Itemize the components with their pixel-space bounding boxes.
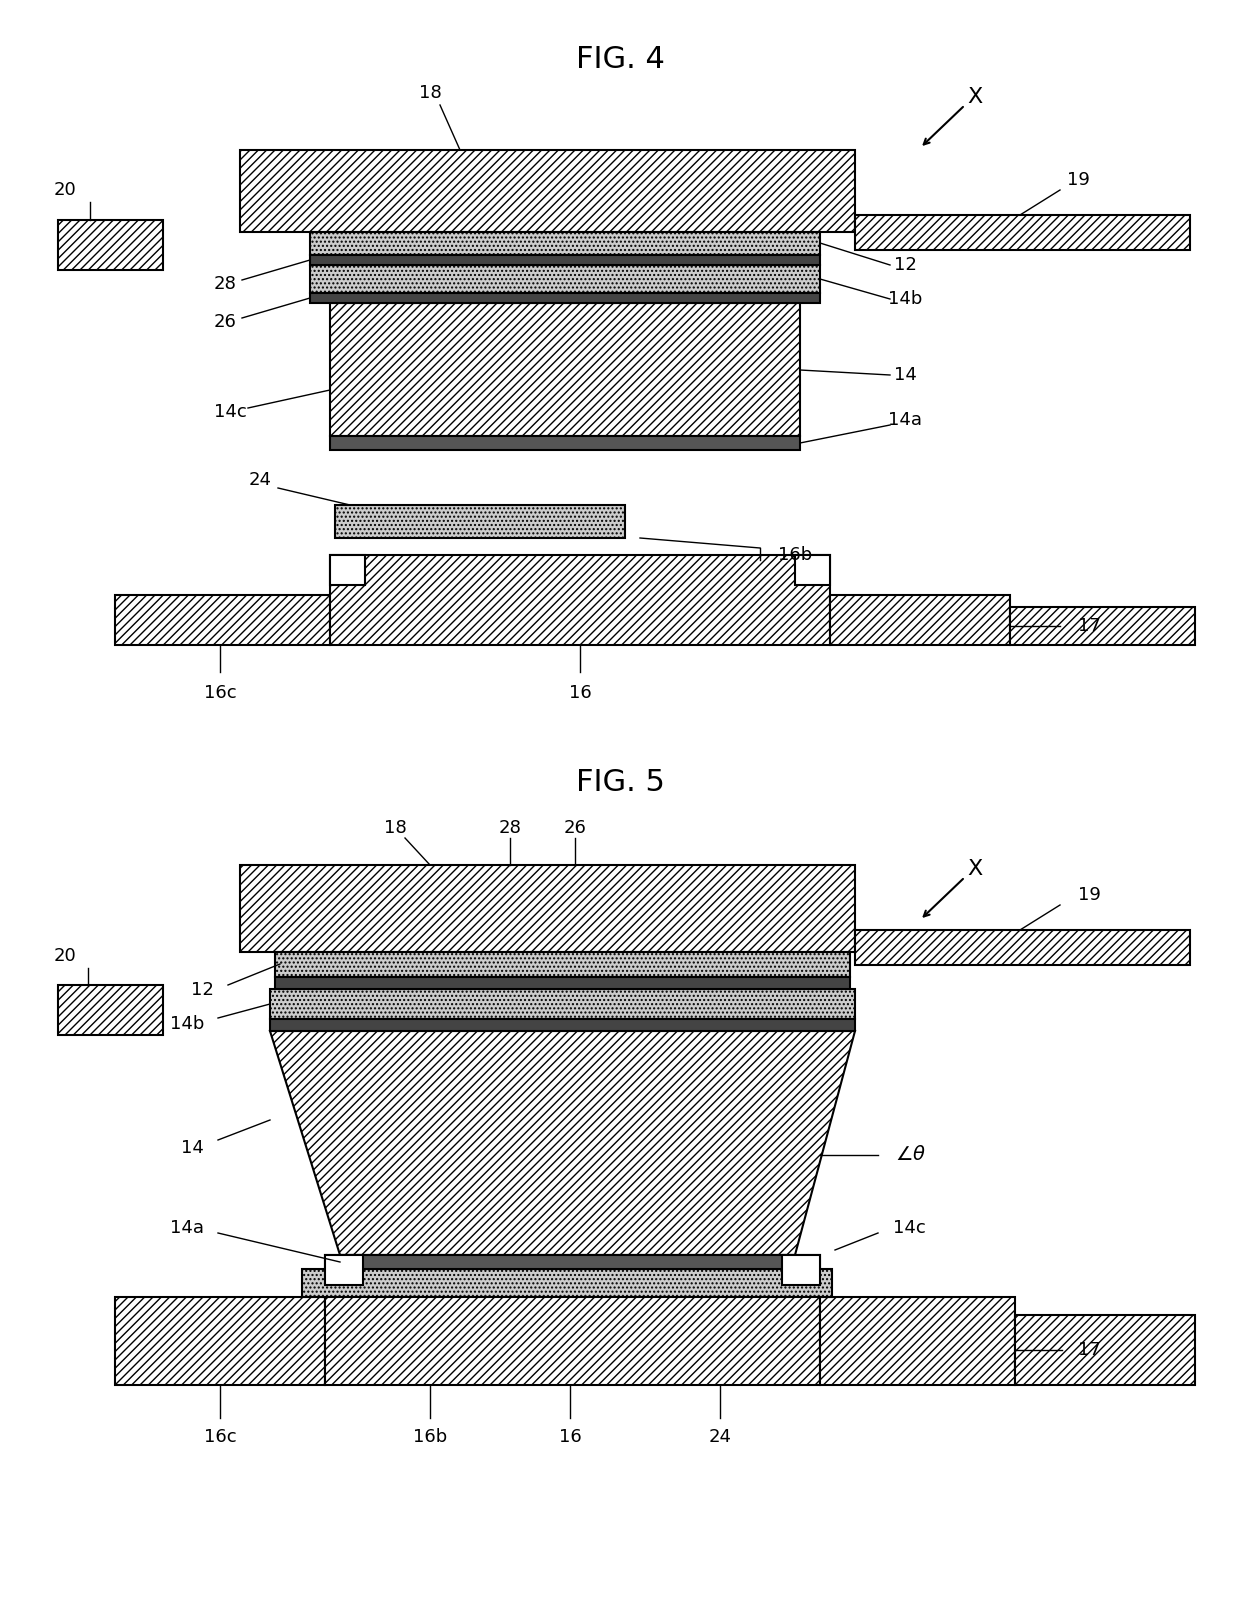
- Bar: [782, 1255, 820, 1286]
- Text: 26: 26: [563, 818, 587, 838]
- Text: 14a: 14a: [888, 411, 923, 429]
- Bar: [795, 555, 830, 585]
- Text: 12: 12: [894, 255, 916, 273]
- Bar: [310, 265, 820, 293]
- Text: 24: 24: [248, 471, 272, 488]
- Text: 16b: 16b: [777, 547, 812, 564]
- Bar: [856, 215, 1190, 251]
- Bar: [1011, 606, 1195, 645]
- Text: 14c: 14c: [213, 403, 247, 420]
- Text: X: X: [967, 859, 982, 880]
- Text: 14a: 14a: [170, 1219, 205, 1237]
- Bar: [1016, 1315, 1195, 1386]
- Text: 26: 26: [213, 314, 237, 331]
- Text: 18: 18: [383, 818, 407, 838]
- Bar: [275, 977, 849, 990]
- Bar: [275, 952, 849, 977]
- Text: 19: 19: [1078, 886, 1101, 904]
- Text: FIG. 5: FIG. 5: [575, 768, 665, 797]
- Text: 12: 12: [191, 982, 215, 999]
- Text: X: X: [967, 87, 982, 107]
- Bar: [335, 505, 625, 538]
- Bar: [340, 1255, 795, 1269]
- Text: FIG. 4: FIG. 4: [575, 45, 665, 74]
- Bar: [58, 220, 162, 270]
- Bar: [115, 1297, 325, 1386]
- Text: $\angle\theta$: $\angle\theta$: [895, 1145, 926, 1164]
- Text: 20: 20: [53, 948, 77, 965]
- Bar: [820, 1297, 1016, 1386]
- Bar: [303, 1269, 832, 1297]
- Text: 14b: 14b: [888, 289, 923, 307]
- Text: 14b: 14b: [170, 1015, 205, 1033]
- Bar: [325, 1255, 363, 1286]
- Bar: [325, 1255, 820, 1386]
- Bar: [58, 985, 162, 1035]
- Bar: [270, 1019, 856, 1032]
- Bar: [241, 865, 856, 952]
- Text: 16c: 16c: [203, 684, 237, 702]
- Text: 24: 24: [708, 1428, 732, 1446]
- Text: 20: 20: [53, 181, 77, 199]
- Bar: [330, 555, 830, 645]
- Bar: [830, 595, 1011, 645]
- Text: 16: 16: [569, 684, 591, 702]
- Text: 16b: 16b: [413, 1428, 448, 1446]
- Bar: [856, 930, 1190, 965]
- Bar: [270, 990, 856, 1019]
- Text: 18: 18: [419, 84, 441, 102]
- Bar: [330, 302, 800, 437]
- Text: 17: 17: [1078, 1340, 1101, 1358]
- Bar: [330, 437, 800, 450]
- Text: 14: 14: [181, 1138, 205, 1158]
- Text: 16c: 16c: [203, 1428, 237, 1446]
- Polygon shape: [270, 1032, 856, 1255]
- Text: 28: 28: [213, 275, 237, 293]
- Text: 14c: 14c: [893, 1219, 926, 1237]
- Bar: [330, 555, 365, 585]
- Bar: [241, 150, 856, 231]
- Text: 19: 19: [1066, 171, 1090, 189]
- Bar: [310, 255, 820, 265]
- Text: 28: 28: [498, 818, 522, 838]
- Text: 16: 16: [559, 1428, 582, 1446]
- Bar: [115, 595, 330, 645]
- Bar: [310, 231, 820, 255]
- Bar: [310, 293, 820, 302]
- Text: 14: 14: [894, 365, 916, 383]
- Text: 17: 17: [1078, 618, 1101, 635]
